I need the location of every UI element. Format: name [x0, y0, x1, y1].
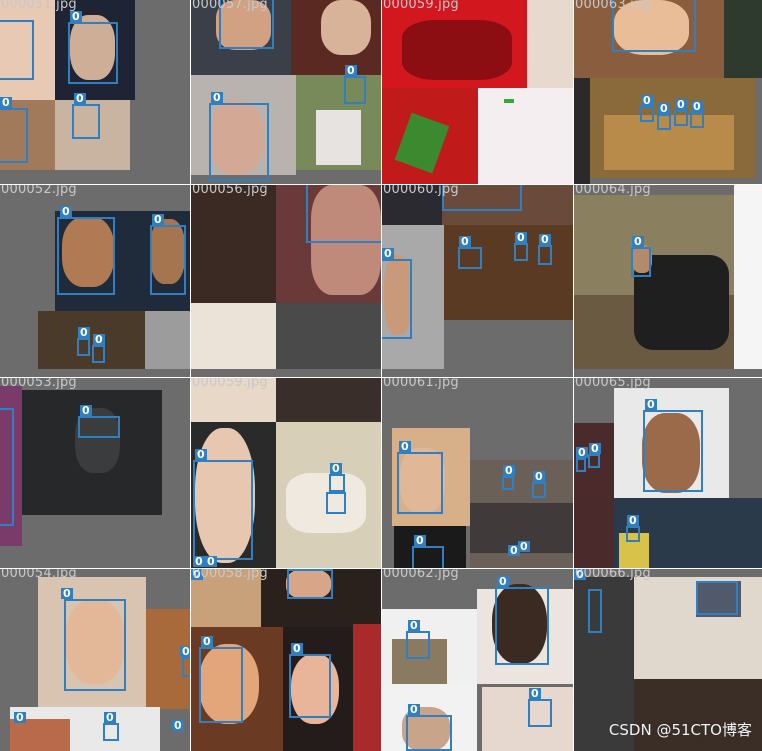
detection-label: 0	[211, 92, 223, 103]
detection-label: 0	[645, 399, 657, 410]
detection-label: 0	[658, 103, 670, 114]
tile-filename: 000064.jpg	[575, 185, 651, 197]
detection-label: 0	[201, 636, 213, 647]
detection-label: 0	[408, 620, 420, 631]
detection-label: 0	[533, 471, 545, 482]
tile-filename: 000061.jpg	[383, 378, 459, 390]
tile-filename: 000066.jpg	[575, 569, 651, 581]
mosaic-tile: 0 000064.jpg	[574, 185, 762, 377]
mosaic-tile: 0 0 0 0 000062.jpg	[382, 569, 573, 751]
detection-label: 0	[195, 449, 207, 460]
detection-label: 0	[70, 11, 82, 22]
detection-label: 0	[497, 576, 509, 587]
detection-label: 0	[632, 236, 644, 247]
detection-label: 0	[180, 646, 190, 657]
detection-label: 0	[14, 712, 26, 723]
tile-filename: 000054.jpg	[1, 569, 77, 581]
detection-label: 0	[589, 443, 601, 454]
detection-label: 0	[93, 334, 105, 345]
tile-filename: 000059.jpg	[383, 0, 459, 12]
detection-label: 0	[539, 234, 551, 245]
mosaic-tile: 0 0 0 0 000060.jpg	[382, 185, 573, 377]
detection-label: 0	[193, 556, 205, 567]
mosaic-tile: 0 0 0 000058.jpg	[191, 569, 381, 751]
detection-label: 0	[78, 327, 90, 338]
detection-label: 0	[414, 535, 426, 546]
mosaic-tile: 0 0 0 0 000059.jpg	[191, 378, 381, 568]
mosaic-tile: 000059.jpg	[382, 0, 573, 184]
detection-label: 0	[627, 515, 639, 526]
detection-label: 0	[576, 447, 588, 458]
tile-filename: 000060.jpg	[383, 185, 459, 197]
detection-label: 0	[518, 541, 530, 552]
detection-label: 0	[80, 405, 92, 416]
detection-label: 0	[60, 206, 72, 217]
mosaic-tile: 0 0 0 0 000065.jpg	[574, 378, 762, 568]
detection-label: 0	[104, 712, 116, 723]
tile-filename: 000051.jpg	[1, 0, 77, 12]
detection-label: 0	[408, 704, 420, 715]
detection-label: 0	[291, 643, 303, 654]
detection-label: 0	[675, 99, 687, 110]
detection-label: 0	[515, 232, 527, 243]
detection-label: 0	[152, 214, 164, 225]
mosaic-tile: 0 0 000057.jpg	[191, 0, 381, 184]
detection-label: 0	[399, 441, 411, 452]
detection-label: 0	[641, 95, 653, 106]
mosaic-tile: 0 0 0 0 000052.jpg	[0, 185, 190, 377]
detection-label: 0	[0, 97, 12, 108]
detection-label: 0	[503, 465, 515, 476]
detection-label: 0	[529, 688, 541, 699]
watermark: CSDN @51CTO博客	[609, 719, 752, 740]
detection-label: 0	[205, 556, 217, 567]
mosaic-tile: 0 000053.jpg	[0, 378, 190, 568]
detection-label: 0	[74, 93, 86, 104]
tile-filename: 000058.jpg	[192, 569, 268, 581]
mosaic-tile: 0 0 0 0 000063.jpg	[574, 0, 762, 184]
detection-label: 0	[61, 588, 73, 599]
tile-filename: 000056.jpg	[192, 185, 268, 197]
detection-label: 0	[459, 236, 471, 247]
mosaic-tile: 0 0 0 0 0 0 000061.jpg	[382, 378, 573, 568]
tile-filename: 000063.jpg	[575, 0, 651, 12]
detection-label: 0	[172, 720, 184, 731]
detection-label: 0	[691, 101, 703, 112]
tile-filename: 000057.jpg	[192, 0, 268, 12]
mosaic-tile: 0 000056.jpg	[191, 185, 381, 377]
tile-filename: 000053.jpg	[1, 378, 77, 390]
mosaic-tile: 0 0 0 0 0 000054.jpg	[0, 569, 190, 751]
tile-filename: 000065.jpg	[575, 378, 651, 390]
detection-label: 0	[330, 463, 342, 474]
detection-label: 0	[345, 65, 357, 76]
detection-label: 0	[382, 248, 394, 259]
tile-filename: 000059.jpg	[192, 378, 268, 390]
tile-filename: 000052.jpg	[1, 185, 77, 197]
tile-filename: 000062.jpg	[383, 569, 459, 581]
mosaic-tile: 0 0 0 000051.jpg	[0, 0, 190, 184]
